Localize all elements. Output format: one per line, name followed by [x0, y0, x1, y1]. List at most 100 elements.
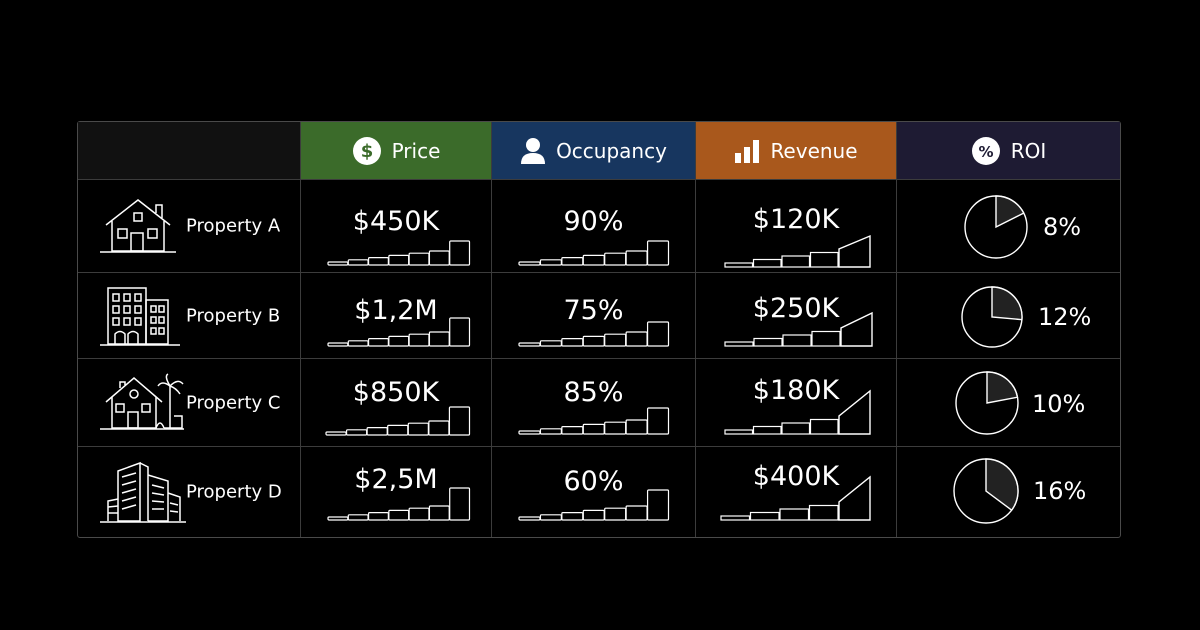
trend-bar [781, 422, 811, 435]
revenue-trend-bars [720, 475, 871, 521]
trend-bar [367, 338, 389, 347]
header-revenue-label: Revenue [770, 138, 858, 163]
trend-bar [539, 514, 562, 521]
revenue-trend-bars [724, 389, 871, 435]
property-row-c[interactable]: Property C [78, 359, 301, 447]
trend-bar [561, 257, 584, 266]
trend-bar [752, 258, 782, 268]
header-revenue[interactable]: Revenue [696, 122, 897, 180]
header-occupancy-label: Occupancy [556, 138, 667, 163]
trend-bar [582, 335, 605, 347]
trend-bar [561, 426, 584, 435]
trend-bar [366, 427, 388, 436]
trend-bar [809, 418, 839, 435]
price-trend-bars [327, 317, 471, 347]
trend-bar [539, 428, 562, 435]
revenue-cell: $250K [696, 273, 897, 359]
revenue-cell: $120K [696, 180, 897, 273]
header-blank [78, 122, 301, 180]
trend-bar [539, 259, 562, 266]
trend-bar [646, 489, 670, 521]
trend-bar [327, 342, 349, 347]
roi-cell: 12% [897, 273, 1120, 359]
trend-bar [518, 261, 541, 266]
occupancy-value: 85% [563, 377, 624, 408]
trend-bar [345, 429, 368, 436]
trend-bar [408, 333, 430, 347]
price-cell: $1,2M [301, 273, 492, 359]
header-price[interactable]: $ Price [301, 122, 492, 180]
price-cell: $850K [301, 359, 492, 447]
trend-bar [327, 516, 349, 521]
trend-bar [646, 407, 670, 435]
trend-bar [561, 512, 584, 521]
apartment-building-icon [100, 286, 180, 346]
property-row-a[interactable]: Property A [78, 180, 301, 273]
trend-bar [518, 430, 541, 435]
property-row-d[interactable]: Property D [78, 447, 301, 537]
trend-bar [779, 508, 810, 521]
occupancy-trend-bars [518, 321, 670, 347]
trend-bar [582, 509, 605, 521]
price-value: $1,2M [354, 295, 438, 326]
trend-bar [325, 431, 347, 436]
roi-cell: 16% [897, 447, 1120, 537]
trend-bar [625, 250, 648, 266]
skyscraper-icon [100, 461, 186, 523]
property-comparison-table: $ Price Occupancy Revenue % ROI Property… [77, 121, 1121, 538]
svg-text:%: % [978, 143, 993, 161]
trend-bar [448, 406, 471, 436]
property-row-b[interactable]: Property B [78, 273, 301, 359]
occupancy-cell: 85% [492, 359, 696, 447]
trend-bar [387, 424, 409, 436]
trend-wedge [840, 311, 873, 347]
trend-bar [327, 261, 349, 266]
trend-bar [408, 507, 430, 521]
roi-pie-chart [955, 371, 1019, 435]
property-name: Property C [186, 392, 281, 413]
trend-bar [347, 514, 369, 521]
occupancy-value: 60% [563, 466, 624, 497]
occupancy-trend-bars [518, 489, 670, 521]
revenue-value: $250K [752, 293, 840, 324]
trend-bar [752, 425, 782, 435]
trend-bar [724, 429, 754, 435]
trend-bar [781, 255, 811, 268]
trend-bar [407, 422, 429, 436]
occupancy-cell: 90% [492, 180, 696, 273]
occupancy-cell: 75% [492, 273, 696, 359]
roi-pie-slice [995, 195, 1025, 229]
roi-pie-chart [964, 195, 1028, 259]
trend-bar [449, 240, 471, 266]
header-roi-label: ROI [1010, 138, 1047, 163]
roi-value: 10% [1032, 390, 1086, 418]
roi-pie-slice [991, 286, 1023, 321]
price-trend-bars [327, 240, 471, 266]
occupancy-trend-bars [518, 407, 670, 435]
occupancy-value: 90% [563, 206, 624, 237]
trend-bar [782, 334, 812, 347]
header-occupancy[interactable]: Occupancy [492, 122, 696, 180]
svg-text:$: $ [360, 141, 373, 162]
trend-bar [561, 338, 584, 347]
trend-bar [388, 254, 410, 266]
trend-bar [625, 505, 648, 521]
trend-bar [808, 504, 839, 521]
trend-bar [582, 254, 605, 266]
trend-bar [720, 515, 751, 521]
trend-bar [518, 516, 541, 521]
roi-value: 12% [1038, 303, 1092, 331]
trend-bar [809, 251, 839, 268]
trend-bar [604, 421, 627, 435]
trend-bar [539, 340, 562, 347]
revenue-trend-bars [724, 311, 873, 347]
trend-bar [428, 505, 450, 521]
trend-bar [428, 420, 450, 436]
trend-bar [408, 252, 430, 266]
revenue-cell: $400K [696, 447, 897, 537]
header-roi[interactable]: % ROI [897, 122, 1120, 180]
property-name: Property B [186, 305, 281, 326]
price-cell: $450K [301, 180, 492, 273]
trend-bar [347, 340, 369, 347]
roi-cell: 8% [897, 180, 1120, 273]
